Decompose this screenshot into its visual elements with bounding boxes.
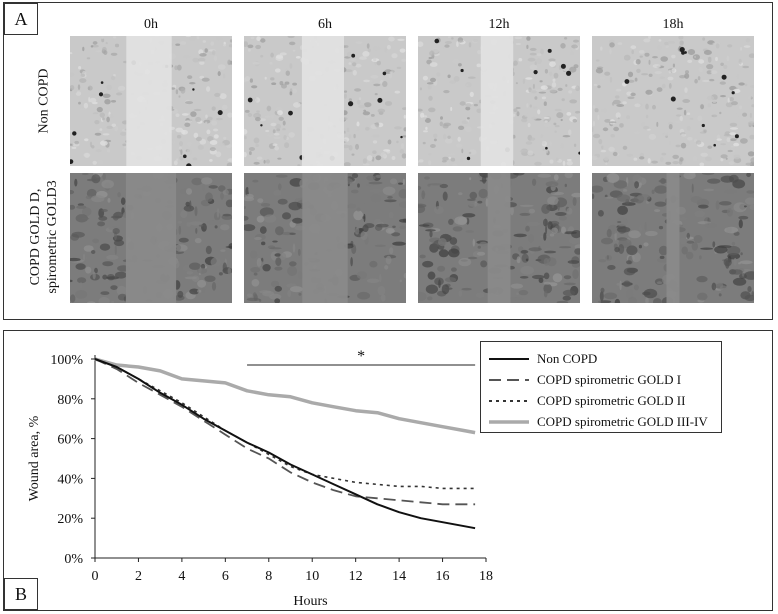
legend-label-gold-iii-iv: COPD spirometric GOLD III-IV: [537, 414, 708, 429]
micrograph-texture: [244, 36, 406, 166]
series-line-copd-spirometric-gold-ii: [94, 358, 476, 490]
legend-item-gold-ii: COPD spirometric GOLD II: [489, 392, 685, 410]
micrograph-texture: [592, 173, 754, 303]
micrograph-non-copd-12h: [418, 36, 580, 166]
legend-swatch-gold-i: [489, 379, 529, 381]
y-tick-label: 0%: [64, 552, 83, 567]
x-tick-label: 2: [135, 569, 142, 584]
x-tick-label: 12: [349, 569, 363, 584]
micrograph-non-copd-0h: [70, 36, 232, 166]
series-line-copd-spirometric-gold-i: [94, 358, 476, 506]
micrograph-texture: [592, 36, 754, 166]
micrograph-copd-18h: [592, 173, 754, 303]
x-tick-label: 4: [178, 569, 185, 584]
legend-swatch-gold-ii: [489, 400, 529, 402]
time-label-12h: 12h: [488, 17, 510, 32]
panel-a-micrographs: A 0h 6h 12h 18h Non COPD COPD GOLD D, sp…: [3, 2, 773, 320]
panel-a-label: A: [4, 3, 38, 35]
legend-label-non-copd: Non COPD: [537, 351, 598, 366]
chart-legend: Non COPD COPD spirometric GOLD I COPD sp…: [480, 341, 722, 433]
row-label-copd-line1: COPD GOLD D,: [28, 188, 43, 286]
x-tick-label: 16: [436, 569, 450, 584]
x-tick-label: 10: [305, 569, 319, 584]
micrograph-non-copd-18h: [592, 36, 754, 166]
micrograph-copd-6h: [244, 173, 406, 303]
legend-item-gold-i: COPD spirometric GOLD I: [489, 371, 681, 389]
x-tick-label: 18: [479, 569, 493, 584]
y-tick-label: 40%: [57, 472, 83, 487]
micrograph-texture: [70, 173, 232, 303]
x-tick-label: 14: [392, 569, 406, 584]
micrograph-texture: [418, 36, 580, 166]
legend-swatch-non-copd: [489, 358, 529, 360]
micrograph-texture: [244, 173, 406, 303]
y-tick-label: 20%: [57, 512, 83, 527]
legend-label-gold-ii: COPD spirometric GOLD II: [537, 393, 686, 408]
x-tick-label: 8: [265, 569, 272, 584]
time-label-6h: 6h: [318, 17, 332, 32]
micrograph-non-copd-6h: [244, 36, 406, 166]
row-label-copd: COPD GOLD D, spirometric GOLD3: [27, 180, 61, 293]
panel-b-chart: 0% 20% 40% 60% 80% 100% 0 2 4 6 8 10 12 14 16 18 Hours Wo…: [3, 330, 773, 611]
series-line-non-copd: [94, 358, 476, 530]
significance-star: *: [357, 348, 365, 365]
row-label-non-copd: Non COPD: [36, 68, 52, 134]
x-tick-label: 6: [222, 569, 229, 584]
x-tick-label: 0: [92, 569, 99, 584]
micrograph-copd-0h: [70, 173, 232, 303]
time-label-0h: 0h: [144, 17, 158, 32]
y-tick-label: 80%: [57, 393, 83, 408]
legend-item-non-copd: Non COPD: [489, 350, 597, 368]
y-tick-label: 100%: [50, 353, 83, 368]
row-label-copd-line2: spirometric GOLD3: [45, 180, 60, 294]
micrograph-texture: [418, 173, 580, 303]
series-line-copd-spirometric-gold-iii-iv: [94, 357, 476, 435]
x-axis-label: Hours: [293, 594, 327, 609]
micrograph-copd-12h: [418, 173, 580, 303]
y-tick-label: 60%: [57, 433, 83, 448]
micrograph-texture: [70, 36, 232, 166]
legend-label-gold-i: COPD spirometric GOLD I: [537, 372, 682, 387]
legend-swatch-gold-iii-iv: [489, 420, 529, 424]
panel-b-label: B: [4, 578, 38, 610]
time-label-18h: 18h: [662, 17, 684, 32]
y-axis-label: Wound area, %: [27, 415, 42, 501]
wound-area-chart: 0% 20% 40% 60% 80% 100% 0 2 4 6 8 10 12 14 16 18 Hours Wo…: [27, 348, 493, 609]
legend-item-gold-iii-iv: COPD spirometric GOLD III-IV: [489, 413, 708, 431]
